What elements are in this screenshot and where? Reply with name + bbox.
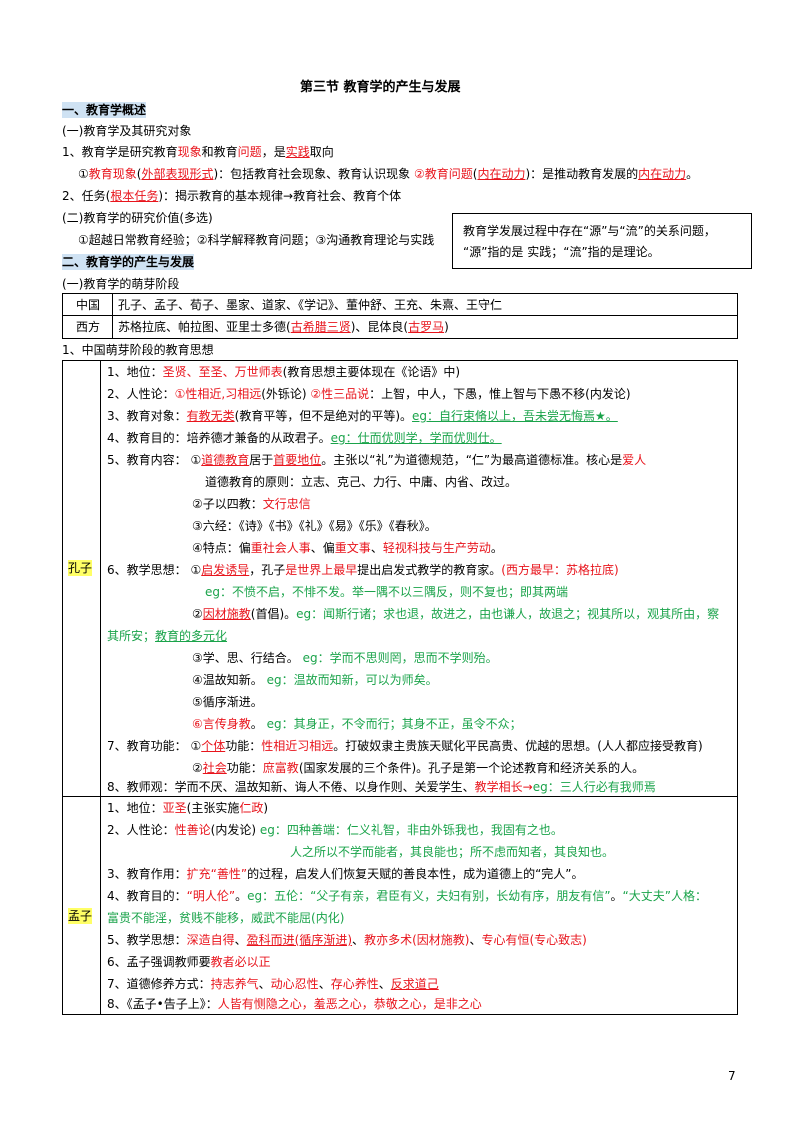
table-row: 4、教育目的：“明人伦”。eg：五伦：“父子有亲，君臣有义，夫妇有别，长幼有序，… [107,889,707,903]
table-cell: 中国 [76,298,101,312]
table-row: 2、人性论：①性相近,习相远(外铄论) ②性三品说：上智，中人，下愚，惟上智与下… [107,387,631,401]
table-row: 3、教育作用：扩充“善性”的过程，启发人们恢复天赋的善良本性，成为道德上的“完人… [107,867,584,881]
table-row: 4、教育目的：培养德才兼备的从政君子。eg：仕而优则学，学而优则仕。 [107,431,502,445]
row-label-kongzi: 孔子 [68,560,93,576]
table-row: 5、教学思想：深造自得、盈科而进(循序渐进)、教亦多术(因材施教)、专心有恒(专… [107,933,587,947]
table-row: 人之所以不学而能者，其良能也；所不虑而知者，其良知也。 [290,845,615,859]
subsection-heading: (一)教育学及其研究对象 [62,124,192,138]
subsection-heading: (二)教育学的研究价值(多选) [62,211,213,225]
table-row: 5、教育内容： ①道德教育居于首要地位。主张以“礼”为道德规范，“仁”为最高道德… [107,453,647,467]
note-line: 教育学发展过程中存在“源”与“流”的关系问题， [463,224,716,238]
table-row: 其所安；教育的多元化 [107,629,228,643]
table-row: ②社会功能：庶富教(国家发展的三个条件)。孔子是第一个论述教育和经济关系的人。 [192,761,645,775]
table-row: ⑥言传身教。 eg：其身正，不令而行；其身不正，虽令不众； [192,717,522,731]
section-heading: 二、教育学的产生与发展 [62,254,195,270]
table-row: 7、教育功能： ①个体功能：性相近习相远。打破奴隶主贵族天赋化平民高贵、优越的思… [107,739,703,753]
table-row: 1、地位：圣贤、至圣、万世师表(教育思想主要体现在《论语》中) [107,365,461,379]
row-label-mengzi: 孟子 [68,908,93,924]
table-row: ④特点：偏重社会人事、偏重文事、轻视科技与生产劳动。 [192,541,503,555]
table-sprouting [62,293,738,339]
table-cell: 孔子、孟子、荀子、墨家、道家、《学记》、董仲舒、王充、朱熹、王守仁 [118,298,503,312]
table-row: 1、地位：亚圣(主张实施仁政) [107,801,269,815]
table-row: ②子以四教：文行忠信 [192,497,311,511]
table-cell: 苏格拉底、帕拉图、亚里士多德(古希腊三贤)、昆体良(古罗马) [118,320,449,334]
table-thinkers [62,360,738,1015]
table-row: 6、教学思想： ①启发诱导，孔子是世界上最早提出启发式教学的教育家。(西方最早：… [107,563,619,577]
paragraph: 1、教育学是研究教育现象和教育问题，是实践取向 [62,145,334,159]
subsection-heading: (一)教育学的萌芽阶段 [62,277,180,291]
page-title: 第三节 教育学的产生与发展 [300,80,461,95]
table-row: ②因材施教(首倡)。eg：闻斯行诸；求也退，故进之，由也谦人，故退之；视其所以，… [192,607,720,621]
table-row: ④温故知新。 eg：温故而知新，可以为师矣。 [192,673,438,687]
table-cell: 西方 [76,320,101,334]
table-row: ⑤循序渐进。 [192,695,263,709]
page-number: 7 [728,1069,736,1083]
table-row: 富贵不能淫，贫贱不能移，威武不能屈(内化) [107,911,345,925]
table-row: 6、孟子强调教师要教者必以正 [107,955,271,969]
table-row: 8、《孟子•告子上》：人皆有恻隐之心，羞恶之心，恭敬之心，是非之心 [107,997,482,1011]
note-line: “源”指的是 实践；“流”指的是理论。 [463,245,660,259]
table-row: ③六经：《诗》《书》《礼》《易》《乐》《春秋》。 [192,519,437,533]
paragraph: 2、任务(根本任务)：揭示教育的基本规律→教育社会、教育个体 [62,189,402,203]
paragraph: ①超越日常教育经验；②科学解释教育问题；③沟通教育理论与实践 [78,233,435,247]
table-row: 7、道德修养方式：持志养气、动心忍性、存心养性、反求道己 [107,977,439,991]
paragraph: ①教育现象(外部表现形式)：包括教育社会现象、教育认识现象 ②教育问题(内在动力… [78,167,699,181]
note-box: 教育学发展过程中存在“源”与“流”的关系问题， “源”指的是 实践；“流”指的是… [452,213,752,269]
table-row: eg：不愤不启，不悱不发。举一隅不以三隅反，则不复也；即其两端 [205,585,569,599]
section-heading: 一、教育学概述 [62,102,147,118]
table-row: 道德教育的原则：立志、克己、力行、中庸、内省、改过。 [205,475,518,489]
table-row: 8、教师观：学而不厌、温故知新、诲人不倦、以身作则、关爱学生、教学相长→eg：三… [107,780,656,794]
table-row: 3、教育对象：有教无类(教育平等，但不是绝对的平等)。eg：自行束脩以上，吾未尝… [107,409,618,423]
table-row: ③学、思、行结合。 eg：学而不思则罔，思而不学则殆。 [192,651,498,665]
subsection-heading: 1、中国萌芽阶段的教育思想 [62,343,214,357]
table-row: 2、人性论：性善论(内发论) eg：四种善端：仁义礼智，非由外铄我也，我固有之也… [107,823,563,837]
